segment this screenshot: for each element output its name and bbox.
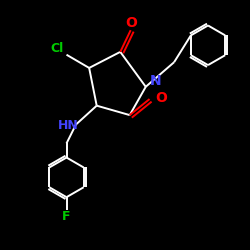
Text: F: F	[62, 210, 71, 224]
Text: Cl: Cl	[50, 42, 64, 54]
Text: O: O	[155, 91, 167, 105]
Text: N: N	[150, 74, 161, 88]
Text: O: O	[126, 16, 138, 30]
Text: HN: HN	[58, 119, 79, 132]
